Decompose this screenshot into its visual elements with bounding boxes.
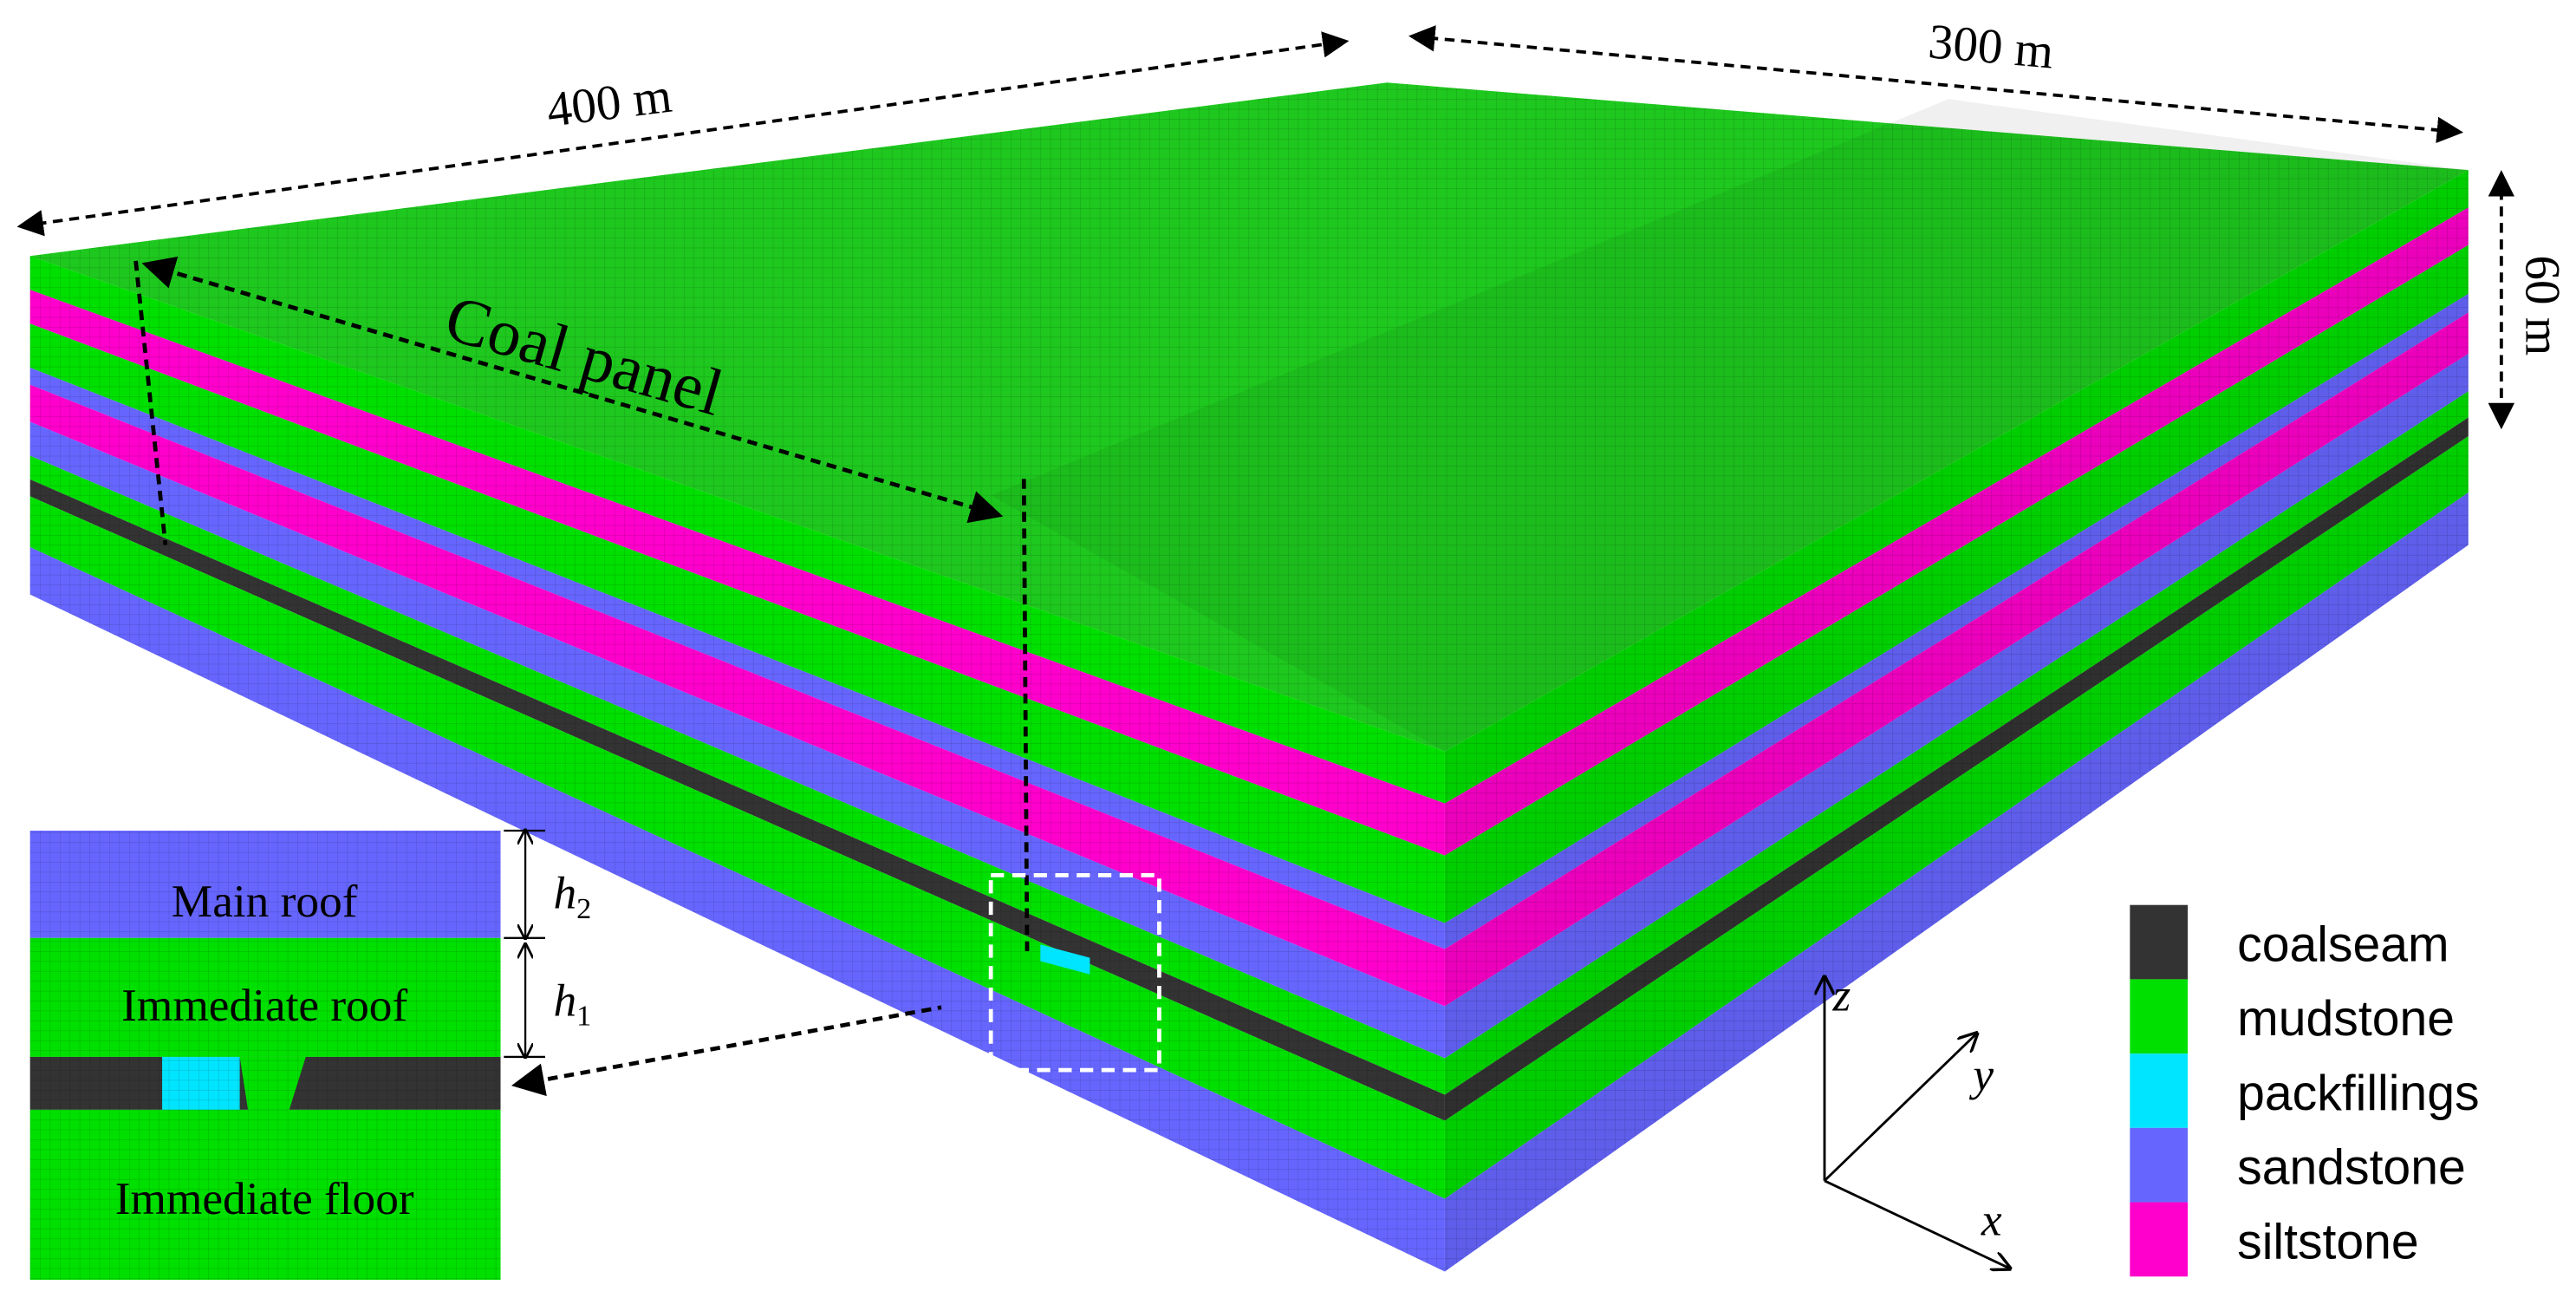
width-arrow [1408, 25, 2464, 144]
inset-label: Immediate floor [115, 1172, 414, 1224]
legend-label: siltstone [2237, 1214, 2419, 1269]
legend-swatch [2130, 1053, 2188, 1128]
panel-edge-line [1021, 479, 1030, 958]
height-label: 60 m [2514, 255, 2569, 355]
axis-arrow [1823, 1034, 1976, 1182]
inset-pointer [511, 1005, 942, 1097]
inset-mesh [29, 831, 501, 1281]
legend-swatch [2130, 1127, 2188, 1203]
legend-swatch [2130, 979, 2188, 1054]
inset: Main roof Immediate roof Immediate floor [29, 831, 501, 1281]
axis-arrow [1824, 1179, 2009, 1269]
h-sub: 2 [576, 892, 591, 925]
packfilling [1040, 944, 1090, 975]
h-label: h1 [553, 974, 591, 1032]
axis-label: z [1832, 969, 1851, 1021]
legend-label: mudstone [2237, 991, 2455, 1047]
side-face-mesh [1444, 170, 2469, 1272]
top-face-band [991, 99, 2469, 752]
axis-label: x [1981, 1194, 2002, 1246]
inset-label: Immediate roof [121, 979, 407, 1031]
length-label: 400 m [543, 68, 674, 138]
h-base: h [553, 867, 576, 919]
axis-label: y [1968, 1048, 1994, 1100]
h-label: h2 [553, 867, 591, 925]
legend-label: packfillings [2237, 1066, 2479, 1121]
width-label: 300 m [1926, 14, 2055, 79]
top-face-mesh [29, 82, 2469, 752]
length-arrow [16, 31, 1350, 237]
legend-label: coalseam [2237, 916, 2449, 972]
h-sub: 1 [576, 1000, 591, 1033]
side-face-shade [1444, 170, 2469, 1272]
inset-label: Main roof [172, 875, 358, 927]
h-base: h [553, 974, 576, 1026]
legend-swatch [2130, 904, 2188, 980]
legend-swatch [2130, 1202, 2188, 1277]
inset-highlight-box [988, 873, 1161, 1073]
legend-label: sandstone [2237, 1140, 2466, 1196]
